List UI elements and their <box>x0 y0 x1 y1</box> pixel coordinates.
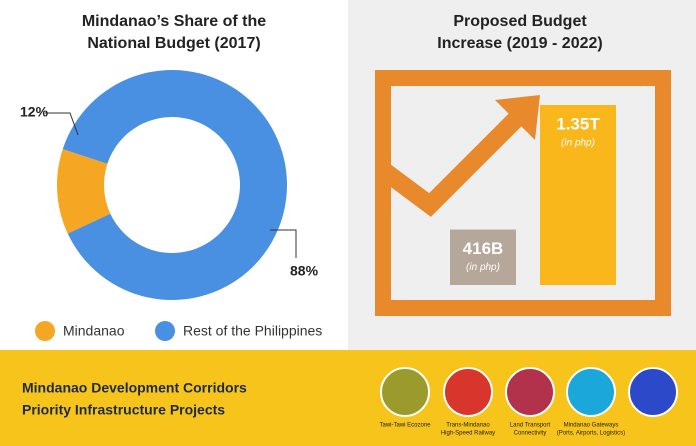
leader <box>45 112 79 136</box>
icon <box>443 367 493 417</box>
arrow-head <box>495 95 540 140</box>
bar <box>540 105 616 285</box>
legend-swatch <box>155 321 175 341</box>
unit-label: (in php) <box>466 262 500 273</box>
icon-label: Tawi-Tawi Ecozone <box>379 423 431 429</box>
icon <box>566 367 616 417</box>
title: Mindanao’s Share of the <box>82 13 266 30</box>
pie-slice <box>62 69 287 300</box>
title: National Budget (2017) <box>87 35 260 52</box>
title: Mindanao Development Corridors <box>22 380 247 396</box>
unit-label: (in php) <box>561 138 595 149</box>
icon-label: Land Transport <box>510 423 551 429</box>
icon <box>380 367 430 417</box>
arrow <box>377 108 527 217</box>
icon-label: Trans-Mindanao <box>446 423 490 429</box>
title: Increase (2019 - 2022) <box>437 35 602 52</box>
icon <box>505 367 555 417</box>
right-panel <box>348 0 696 350</box>
legend-label: Mindanao <box>63 323 125 339</box>
value-label: 12% <box>20 104 49 120</box>
icon <box>628 367 678 417</box>
bar <box>450 229 516 285</box>
pie-slice <box>56 149 111 234</box>
frame <box>375 70 671 316</box>
legend-swatch <box>35 321 55 341</box>
leader <box>270 229 297 258</box>
value-label: 416B <box>463 239 504 258</box>
icon-label: High-Speed Railway <box>441 431 495 437</box>
title: Priority Infrastructure Projects <box>22 402 225 418</box>
value-label: 88% <box>290 263 319 279</box>
title: Proposed Budget <box>453 13 587 30</box>
icon-label: Connectivity <box>514 431 547 437</box>
value-label: 1.35T <box>556 114 600 133</box>
icon-label: Mindanao Gateways <box>564 423 619 429</box>
legend-label: Rest of the Philippines <box>183 323 322 339</box>
icon-label: (Ports, Airports, Logistics) <box>557 431 625 437</box>
